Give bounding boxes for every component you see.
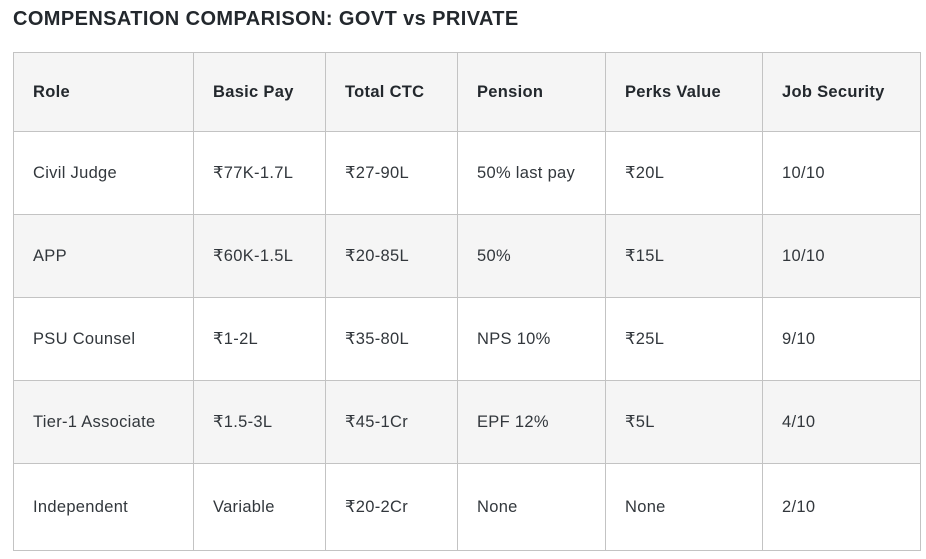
cell-perks-value: ₹5L: [605, 380, 763, 464]
cell-total-ctc: ₹20-2Cr: [325, 463, 458, 551]
cell-role: PSU Counsel: [13, 297, 194, 381]
cell-role: Tier-1 Associate: [13, 380, 194, 464]
cell-basic-pay: ₹77K-1.7L: [193, 131, 326, 215]
cell-role: Civil Judge: [13, 131, 194, 215]
cell-basic-pay: ₹1.5-3L: [193, 380, 326, 464]
page-title: COMPENSATION COMPARISON: GOVT vs PRIVATE: [13, 8, 519, 30]
cell-job-security: 10/10: [762, 131, 921, 215]
cell-job-security: 4/10: [762, 380, 921, 464]
column-header-perks-value: Perks Value: [605, 52, 763, 132]
cell-role: APP: [13, 214, 194, 298]
table-row-independent: Independent Variable ₹20-2Cr None None 2…: [13, 463, 921, 551]
cell-pension: 50% last pay: [457, 131, 606, 215]
table-row-tier1-associate: Tier-1 Associate ₹1.5-3L ₹45-1Cr EPF 12%…: [13, 380, 921, 464]
column-header-basic-pay: Basic Pay: [193, 52, 326, 132]
cell-role: Independent: [13, 463, 194, 551]
cell-total-ctc: ₹45-1Cr: [325, 380, 458, 464]
cell-perks-value: ₹25L: [605, 297, 763, 381]
table-row-civil-judge: Civil Judge ₹77K-1.7L ₹27-90L 50% last p…: [13, 131, 921, 215]
table-header-row: Role Basic Pay Total CTC Pension Perks V…: [13, 52, 921, 132]
cell-total-ctc: ₹20-85L: [325, 214, 458, 298]
cell-pension: EPF 12%: [457, 380, 606, 464]
cell-job-security: 2/10: [762, 463, 921, 551]
cell-basic-pay: ₹60K-1.5L: [193, 214, 326, 298]
table-row-psu-counsel: PSU Counsel ₹1-2L ₹35-80L NPS 10% ₹25L 9…: [13, 297, 921, 381]
cell-perks-value: ₹15L: [605, 214, 763, 298]
cell-total-ctc: ₹27-90L: [325, 131, 458, 215]
cell-perks-value: None: [605, 463, 763, 551]
cell-perks-value: ₹20L: [605, 131, 763, 215]
cell-job-security: 10/10: [762, 214, 921, 298]
column-header-total-ctc: Total CTC: [325, 52, 458, 132]
table-row-app: APP ₹60K-1.5L ₹20-85L 50% ₹15L 10/10: [13, 214, 921, 298]
compensation-table: Role Basic Pay Total CTC Pension Perks V…: [13, 52, 921, 551]
column-header-role: Role: [13, 52, 194, 132]
cell-basic-pay: ₹1-2L: [193, 297, 326, 381]
cell-pension: 50%: [457, 214, 606, 298]
column-header-pension: Pension: [457, 52, 606, 132]
cell-basic-pay: Variable: [193, 463, 326, 551]
cell-pension: NPS 10%: [457, 297, 606, 381]
cell-total-ctc: ₹35-80L: [325, 297, 458, 381]
cell-pension: None: [457, 463, 606, 551]
cell-job-security: 9/10: [762, 297, 921, 381]
column-header-job-security: Job Security: [762, 52, 921, 132]
